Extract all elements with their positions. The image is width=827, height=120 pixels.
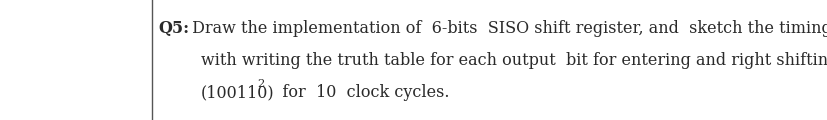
- Text: for  10  clock cycles.: for 10 clock cycles.: [266, 84, 449, 101]
- Text: Draw the implementation of  6-bits  SISO shift register, and  sketch the timing : Draw the implementation of 6-bits SISO s…: [187, 20, 827, 37]
- Text: with writing the truth table for each output  bit for entering and right shiftin: with writing the truth table for each ou…: [201, 52, 827, 69]
- Text: Q5:: Q5:: [158, 20, 189, 37]
- Text: (100110): (100110): [201, 84, 275, 101]
- Text: 2: 2: [256, 79, 264, 89]
